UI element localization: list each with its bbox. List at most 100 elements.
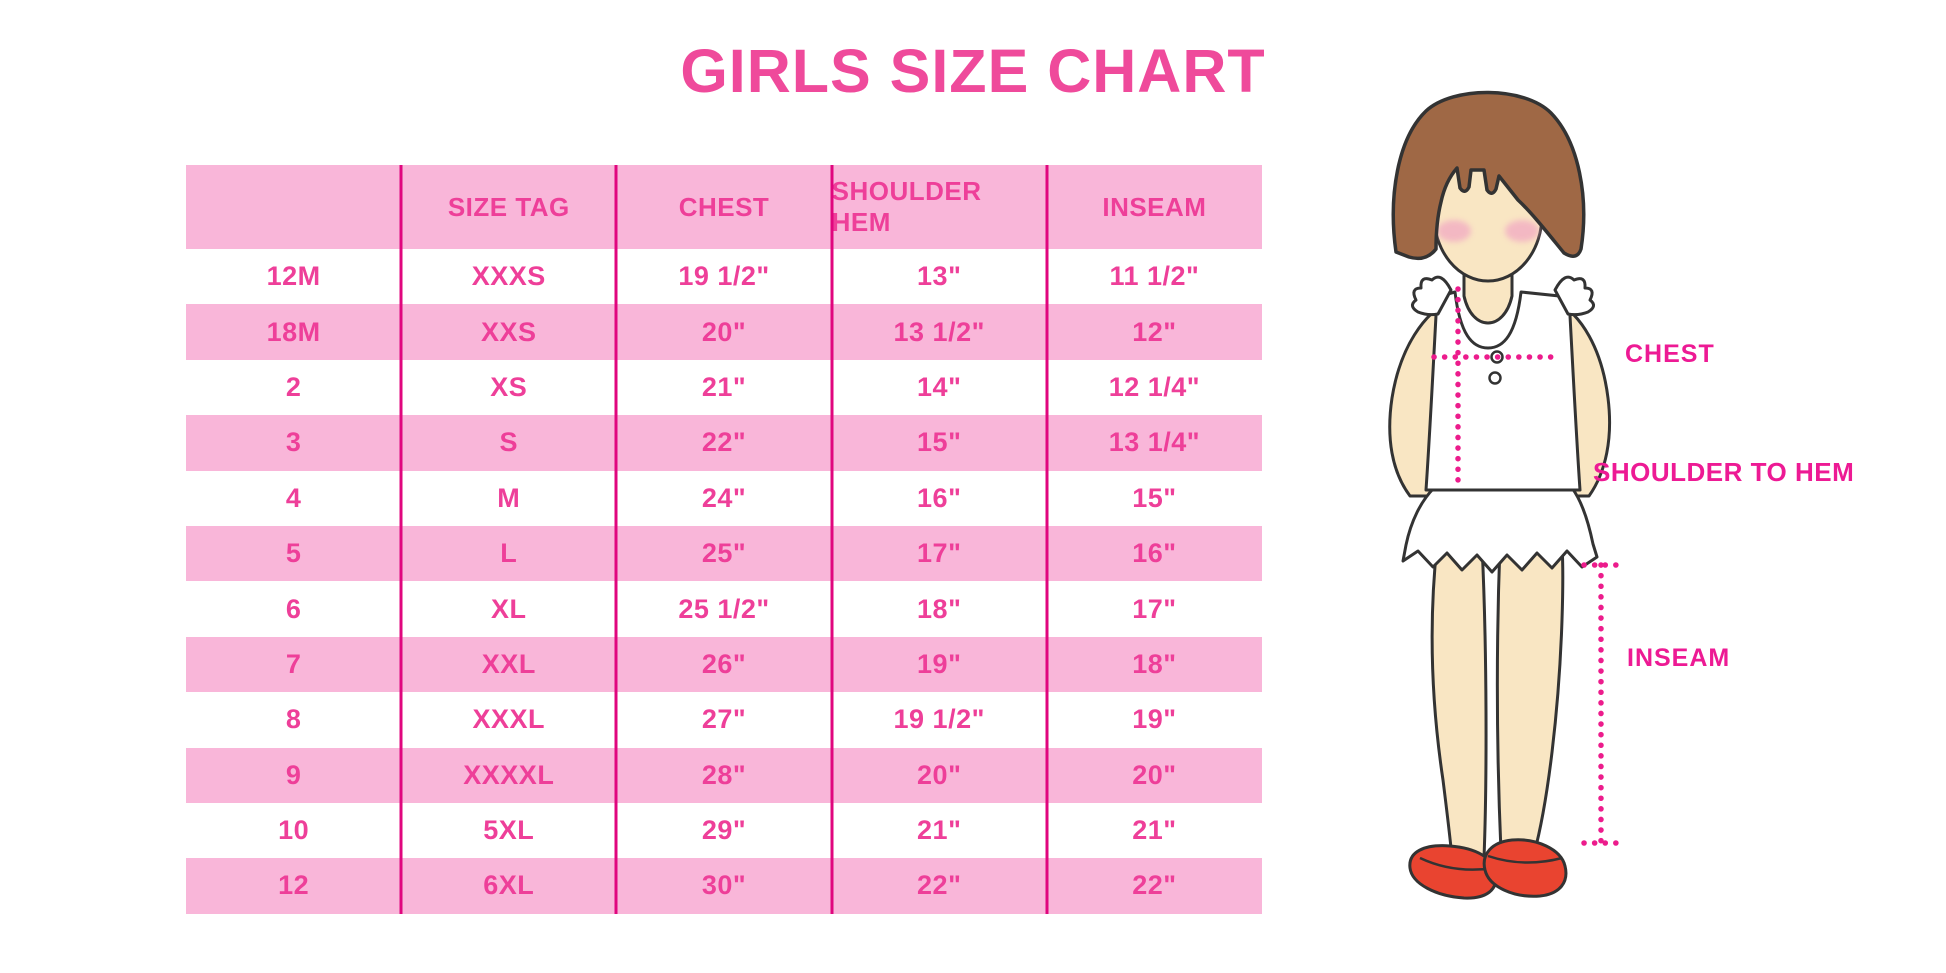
girl-top-button: [1488, 371, 1502, 385]
table-cell: 7: [285, 648, 302, 679]
table-row: 12 6XL 30" 22" 22": [186, 858, 1262, 914]
table-cell: 12": [1132, 316, 1177, 347]
table-cell: 5XL: [483, 815, 535, 846]
table-cell: L: [500, 538, 518, 569]
table-cell: S: [499, 427, 519, 458]
header-cell: CHEST: [678, 191, 770, 222]
table-cell: 21": [917, 815, 962, 846]
table-cell: 30": [701, 870, 747, 901]
girl-top: [1424, 290, 1582, 492]
table-row: 12M XXXS 19 1/2" 13" 11 1/2": [186, 249, 1262, 305]
table-row: 9 XXXXL 28" 20" 20": [186, 747, 1262, 803]
table-cell: XXXL: [472, 704, 546, 735]
table-cell: 20": [917, 759, 962, 790]
table-cell: 5: [285, 538, 302, 569]
column-divider: [614, 165, 618, 914]
table-cell: 3: [285, 427, 302, 458]
page-title: GIRLS SIZE CHART: [680, 37, 1266, 105]
table-cell: 12: [278, 870, 310, 901]
girl-right-blush: [1505, 220, 1539, 242]
table-cell: 14": [917, 371, 962, 402]
inseam-label: INSEAM: [1627, 644, 1731, 672]
table-cell: 13 1/2": [893, 316, 985, 347]
table-row: 10 5XL 29" 21" 21": [186, 802, 1262, 859]
girl-illustration: [1388, 90, 1619, 900]
table-cell: 20": [1132, 759, 1177, 790]
table-cell: 26": [701, 648, 747, 679]
table-cell: 15": [1132, 482, 1177, 513]
table-cell: 19": [1132, 704, 1177, 735]
table-cell: 29": [701, 815, 747, 846]
table-cell: 22": [917, 870, 962, 901]
table-cell: 20": [701, 316, 747, 347]
table-cell: 19": [917, 648, 962, 679]
girl-left-leg: [1430, 543, 1488, 860]
table-cell: 8: [285, 704, 302, 735]
table-row: 18M XXS 20" 13 1/2" 12": [186, 304, 1262, 360]
table-cell: 10: [278, 815, 310, 846]
table-cell: 13": [917, 261, 962, 292]
table-cell: 18M: [266, 316, 321, 347]
column-divider: [1045, 165, 1049, 914]
table-row: 6 XL 25 1/2" 18" 17": [186, 581, 1262, 637]
table-cell: XXXS: [471, 261, 546, 292]
girl-right-ruffle: [1553, 275, 1595, 317]
table-cell: 18": [1132, 648, 1177, 679]
table-cell: 11 1/2": [1109, 261, 1200, 292]
header-cell: [186, 165, 401, 249]
header-cell: SIZE TAG: [447, 191, 570, 222]
table-cell: XXS: [481, 316, 537, 347]
table-cell: 12M: [266, 261, 321, 292]
table-cell: 17": [917, 538, 962, 569]
chest-label: CHEST: [1625, 340, 1715, 368]
girl-left-blush: [1437, 220, 1471, 242]
table-cell: XXL: [481, 648, 536, 679]
table-cell: 12 1/4": [1108, 371, 1201, 402]
table-cell: 6: [285, 593, 302, 624]
girl-right-shoe-strap: [1487, 854, 1563, 864]
header-cell: INSEAM: [1102, 191, 1207, 222]
girl-hair: [1391, 90, 1586, 261]
table-row: 8 XXXL 27" 19 1/2" 19": [186, 692, 1262, 748]
table-cell: 21": [701, 371, 747, 402]
size-table: SIZE TAG CHEST SHOULDER HEM INSEAM 12M XXXS 1…: [186, 165, 1262, 914]
girl-right-leg: [1495, 543, 1565, 856]
column-divider: [830, 165, 834, 914]
table-row: 4 M 24" 16" 15": [186, 470, 1262, 526]
table-cell: 17": [1132, 593, 1177, 624]
table-cell: 18": [917, 593, 962, 624]
table-cell: M: [497, 482, 521, 513]
shoulder-to-hem-label: SHOULDER TO HEM: [1593, 457, 1855, 487]
table-cell: 27": [701, 704, 747, 735]
column-divider: [399, 165, 403, 914]
table-header-row: SIZE TAG CHEST SHOULDER HEM INSEAM: [186, 165, 1262, 249]
table-cell: 6XL: [483, 870, 535, 901]
table-cell: 25": [701, 538, 747, 569]
table-cell: XXXXL: [463, 759, 555, 790]
table-cell: 22": [1132, 870, 1177, 901]
table-row: 5 L 25" 17" 16": [186, 525, 1262, 582]
girl-left-ruffle: [1411, 275, 1453, 317]
table-cell: 9: [285, 759, 302, 790]
table-cell: 28": [701, 759, 747, 790]
table-row: 2 XS 21" 14" 12 1/4": [186, 359, 1262, 416]
table-cell: 4: [285, 482, 302, 513]
table-cell: XL: [491, 593, 527, 624]
table-cell: 19 1/2": [678, 261, 770, 292]
table-cell: XS: [490, 371, 528, 402]
table-cell: 22": [701, 427, 747, 458]
table-cell: 19 1/2": [893, 704, 985, 735]
table-cell: 13 1/4": [1108, 427, 1201, 458]
table-row: 3 S 22" 15" 13 1/4": [186, 415, 1262, 471]
header-cell: SHOULDER HEM: [831, 176, 982, 237]
table-cell: 25 1/2": [678, 593, 770, 624]
table-cell: 21": [1132, 815, 1177, 846]
size-table-body: 12M XXXS 19 1/2" 13" 11 1/2" 18M XXS 20" 13 1/2"…: [186, 249, 1262, 914]
girl-skirt: [1401, 486, 1599, 574]
table-cell: 16": [1132, 538, 1177, 569]
table-row: 7 XXL 26" 19" 18": [186, 636, 1262, 693]
table-cell: 2: [285, 371, 302, 402]
table-cell: 16": [917, 482, 962, 513]
table-cell: 24": [701, 482, 747, 513]
